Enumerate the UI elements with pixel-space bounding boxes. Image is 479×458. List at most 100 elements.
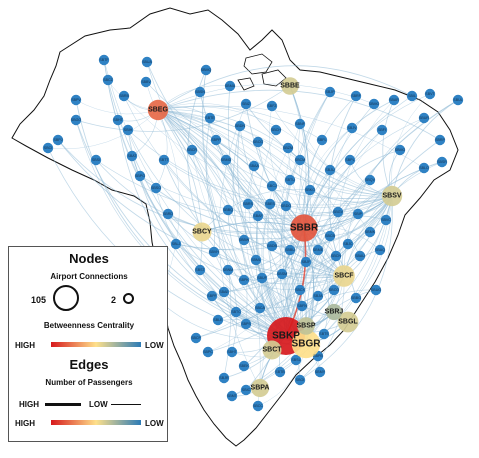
airport-node[interactable] <box>328 284 340 296</box>
hub-node-sbcf[interactable] <box>333 265 355 287</box>
airport-node[interactable] <box>284 244 296 256</box>
airport-node[interactable] <box>254 302 266 314</box>
airport-node[interactable] <box>318 328 330 340</box>
airport-node[interactable] <box>118 90 130 102</box>
airport-node[interactable] <box>98 54 110 66</box>
airport-node[interactable] <box>266 100 278 112</box>
airport-node[interactable] <box>90 154 102 166</box>
airport-node[interactable] <box>200 64 212 76</box>
airport-node[interactable] <box>194 86 206 98</box>
airport-node[interactable] <box>170 238 182 250</box>
hub-node-sbbr[interactable] <box>290 214 318 242</box>
airport-node[interactable] <box>294 118 306 130</box>
airport-node[interactable] <box>314 366 326 378</box>
airport-node[interactable] <box>250 254 262 266</box>
airport-node[interactable] <box>434 134 446 146</box>
airport-node[interactable] <box>332 206 344 218</box>
airport-node[interactable] <box>252 136 264 148</box>
airport-node[interactable] <box>190 332 202 344</box>
airport-node[interactable] <box>52 134 64 146</box>
airport-node[interactable] <box>316 134 328 146</box>
airport-node[interactable] <box>364 174 376 186</box>
hub-node-sbrj[interactable] <box>325 303 343 321</box>
airport-node[interactable] <box>220 154 232 166</box>
hub-node-sbpa[interactable] <box>250 378 270 398</box>
airport-node[interactable] <box>240 318 252 330</box>
airport-node[interactable] <box>252 210 264 222</box>
airport-node[interactable] <box>352 208 364 220</box>
airport-node[interactable] <box>242 198 254 210</box>
airport-node[interactable] <box>134 170 146 182</box>
airport-node[interactable] <box>312 244 324 256</box>
airport-node[interactable] <box>158 154 170 166</box>
airport-node[interactable] <box>256 272 268 284</box>
airport-node[interactable] <box>270 124 282 136</box>
airport-node[interactable] <box>141 56 153 68</box>
hub-node-sbbe[interactable] <box>281 77 299 95</box>
airport-node[interactable] <box>252 400 264 412</box>
airport-node[interactable] <box>210 134 222 146</box>
airport-node[interactable] <box>394 144 406 156</box>
airport-node[interactable] <box>300 256 312 268</box>
airport-node[interactable] <box>208 246 220 258</box>
airport-node[interactable] <box>230 306 242 318</box>
airport-node[interactable] <box>140 76 152 88</box>
airport-node[interactable] <box>240 384 252 396</box>
airport-node[interactable] <box>238 234 250 246</box>
airport-node[interactable] <box>406 90 418 102</box>
airport-node[interactable] <box>330 250 342 262</box>
airport-node[interactable] <box>296 300 308 312</box>
airport-node[interactable] <box>346 122 358 134</box>
airport-node[interactable] <box>162 208 174 220</box>
airport-node[interactable] <box>284 174 296 186</box>
airport-node[interactable] <box>186 144 198 156</box>
airport-node[interactable] <box>224 80 236 92</box>
airport-node[interactable] <box>102 74 114 86</box>
airport-node[interactable] <box>222 204 234 216</box>
airport-node[interactable] <box>226 390 238 402</box>
airport-node[interactable] <box>280 200 292 212</box>
airport-node[interactable] <box>70 114 82 126</box>
airport-node[interactable] <box>248 160 260 172</box>
airport-node[interactable] <box>324 230 336 242</box>
hub-node-sbgl[interactable] <box>337 311 359 333</box>
airport-node[interactable] <box>206 290 218 302</box>
airport-node[interactable] <box>380 214 392 226</box>
airport-node[interactable] <box>342 238 354 250</box>
airport-node[interactable] <box>266 240 278 252</box>
airport-node[interactable] <box>234 120 246 132</box>
airport-node[interactable] <box>354 250 366 262</box>
airport-node[interactable] <box>122 124 134 136</box>
airport-node[interactable] <box>238 360 250 372</box>
airport-node[interactable] <box>218 372 230 384</box>
airport-node[interactable] <box>370 284 382 296</box>
airport-node[interactable] <box>304 184 316 196</box>
airport-node[interactable] <box>350 292 362 304</box>
hub-node-sbsv[interactable] <box>381 185 403 207</box>
airport-node[interactable] <box>226 346 238 358</box>
hub-node-sbgr[interactable] <box>291 329 321 359</box>
airport-node[interactable] <box>418 112 430 124</box>
airport-node[interactable] <box>150 182 162 194</box>
airport-node[interactable] <box>312 290 324 302</box>
airport-node[interactable] <box>324 86 336 98</box>
airport-node[interactable] <box>294 154 306 166</box>
airport-node[interactable] <box>344 154 356 166</box>
hub-node-sbsp[interactable] <box>297 317 315 335</box>
hub-node-sbeg[interactable] <box>147 99 169 121</box>
airport-node[interactable] <box>264 198 276 210</box>
airport-node[interactable] <box>418 162 430 174</box>
airport-node[interactable] <box>274 366 286 378</box>
airport-node[interactable] <box>238 274 250 286</box>
airport-node[interactable] <box>112 114 124 126</box>
airport-node[interactable] <box>126 150 138 162</box>
airport-node[interactable] <box>376 124 388 136</box>
airport-node[interactable] <box>324 164 336 176</box>
hub-node-sbcy[interactable] <box>192 222 212 242</box>
airport-node[interactable] <box>350 90 362 102</box>
airport-node[interactable] <box>202 346 214 358</box>
airport-node[interactable] <box>294 374 306 386</box>
airport-node[interactable] <box>222 264 234 276</box>
hub-node-sbct[interactable] <box>262 340 282 360</box>
airport-node[interactable] <box>294 284 306 296</box>
